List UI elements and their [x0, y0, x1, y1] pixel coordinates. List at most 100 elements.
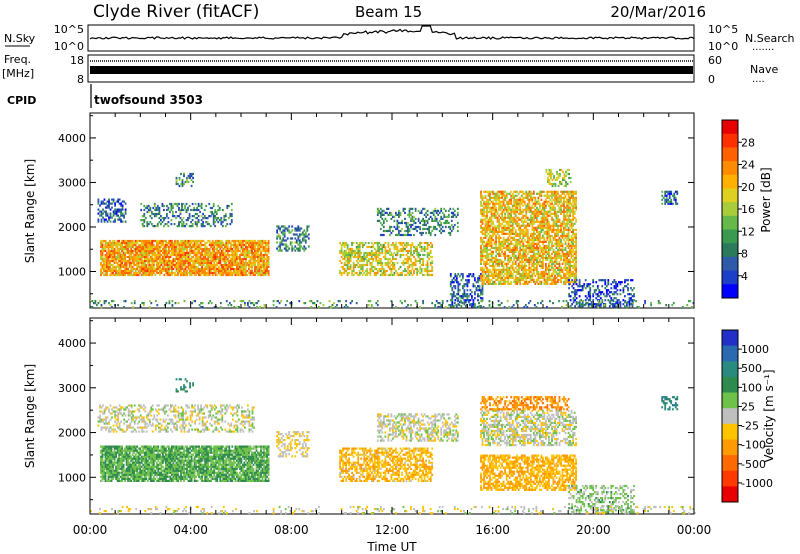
heatmap-cell — [489, 196, 491, 199]
heatmap-cell — [148, 239, 151, 243]
heatmap-cell — [522, 228, 525, 231]
heatmap-cell — [267, 265, 270, 269]
heatmap-cell — [343, 245, 346, 249]
heatmap-cell — [370, 255, 373, 259]
heatmap-cell — [431, 245, 434, 249]
heatmap-cell — [120, 208, 122, 211]
heatmap-cell — [507, 262, 510, 265]
heatmap-cell — [211, 239, 214, 243]
heatmap-cell — [404, 211, 406, 214]
heatmap-cell — [297, 235, 300, 238]
heatmap-cell — [226, 247, 229, 251]
heatmap-cell — [282, 233, 285, 236]
heatmap-cell — [457, 285, 460, 288]
heatmap-cell — [220, 251, 223, 255]
heatmap-cell — [177, 239, 179, 243]
heatmap-cell — [532, 234, 535, 237]
heatmap-cell — [231, 261, 234, 265]
heatmap-cell — [525, 256, 528, 259]
heatmap-cell — [484, 194, 487, 197]
heatmap-cell — [539, 244, 541, 247]
heatmap-cell — [414, 263, 417, 267]
heatmap-cell — [223, 263, 226, 267]
heatmap-cell — [134, 243, 137, 247]
heatmap-cell — [100, 202, 103, 205]
heatmap-cell — [345, 241, 347, 245]
heatmap-cell — [514, 260, 517, 263]
heatmap-cell — [428, 253, 430, 257]
heatmap-cell — [184, 271, 187, 275]
heatmap-cell — [178, 255, 181, 259]
heatmap-cell — [184, 241, 187, 245]
heatmap-cell — [178, 257, 181, 261]
heatmap-cell — [534, 226, 537, 229]
heatmap-cell — [225, 257, 228, 261]
heatmap-cell — [522, 210, 525, 213]
heatmap-cell — [381, 263, 384, 267]
heatmap-cell — [426, 241, 429, 245]
heatmap-cell — [545, 204, 547, 207]
heatmap-cell — [456, 229, 459, 233]
heatmap-cell — [196, 259, 199, 263]
heatmap-cell — [258, 255, 261, 259]
heatmap-cell — [207, 271, 210, 275]
heatmap-cell — [119, 257, 122, 261]
heatmap-cell — [184, 273, 187, 277]
heatmap-cell — [159, 257, 161, 261]
heatmap-cell — [106, 261, 108, 265]
heatmap-cell — [393, 219, 396, 222]
heatmap-cell — [184, 247, 187, 251]
heatmap-cell — [429, 241, 432, 245]
heatmap-cell — [220, 243, 223, 247]
heatmap-cell — [549, 194, 552, 197]
heatmap-cell — [230, 221, 233, 224]
heatmap-cell — [111, 206, 113, 209]
heatmap-cell — [504, 194, 506, 197]
heatmap-cell — [243, 247, 246, 251]
heatmap-cell — [540, 210, 543, 213]
heatmap-cell — [137, 253, 140, 257]
heatmap-cell — [443, 213, 446, 216]
heatmap-cell — [202, 253, 205, 257]
heatmap-cell — [193, 239, 196, 243]
heatmap-cell — [166, 212, 168, 216]
nsearch-dots: ....... — [752, 42, 774, 53]
heatmap-cell — [254, 259, 256, 263]
heatmap-cell — [205, 259, 208, 263]
heatmap-cell — [257, 257, 259, 261]
heatmap-cell — [483, 274, 485, 277]
heatmap-cell — [127, 245, 129, 249]
heatmap-cell — [489, 274, 491, 277]
heatmap-cell — [175, 241, 178, 245]
heatmap-cell — [261, 263, 264, 267]
heatmap-cell — [542, 228, 544, 231]
heatmap-cell — [207, 249, 210, 253]
heatmap-cell — [189, 172, 191, 176]
heatmap-cell — [300, 241, 303, 244]
heatmap-cell — [144, 217, 147, 220]
heatmap-cell — [134, 257, 137, 261]
heatmap-cell — [211, 267, 214, 271]
heatmap-cell — [414, 209, 417, 212]
heatmap-cell — [434, 225, 437, 229]
heatmap-cell — [450, 223, 453, 227]
heatmap-cell — [306, 229, 309, 232]
heatmap-cell — [166, 265, 169, 269]
heatmap-cell — [183, 247, 185, 251]
heatmap-cell — [223, 269, 226, 273]
heatmap-cell — [525, 220, 528, 223]
heatmap-cell — [429, 233, 432, 237]
heatmap-cell — [435, 219, 438, 222]
heatmap-cell — [249, 271, 252, 275]
heatmap-cell — [514, 230, 517, 233]
heatmap-cell — [449, 227, 452, 231]
heatmap-cell — [104, 271, 107, 275]
heatmap-cell — [205, 273, 208, 277]
heatmap-cell — [474, 293, 476, 296]
heatmap-cell — [504, 206, 506, 209]
heatmap-cell — [240, 251, 243, 255]
heatmap-cell — [131, 261, 134, 265]
heatmap-cell — [260, 245, 262, 249]
heatmap-cell — [398, 231, 400, 235]
heatmap-cell — [214, 243, 217, 247]
